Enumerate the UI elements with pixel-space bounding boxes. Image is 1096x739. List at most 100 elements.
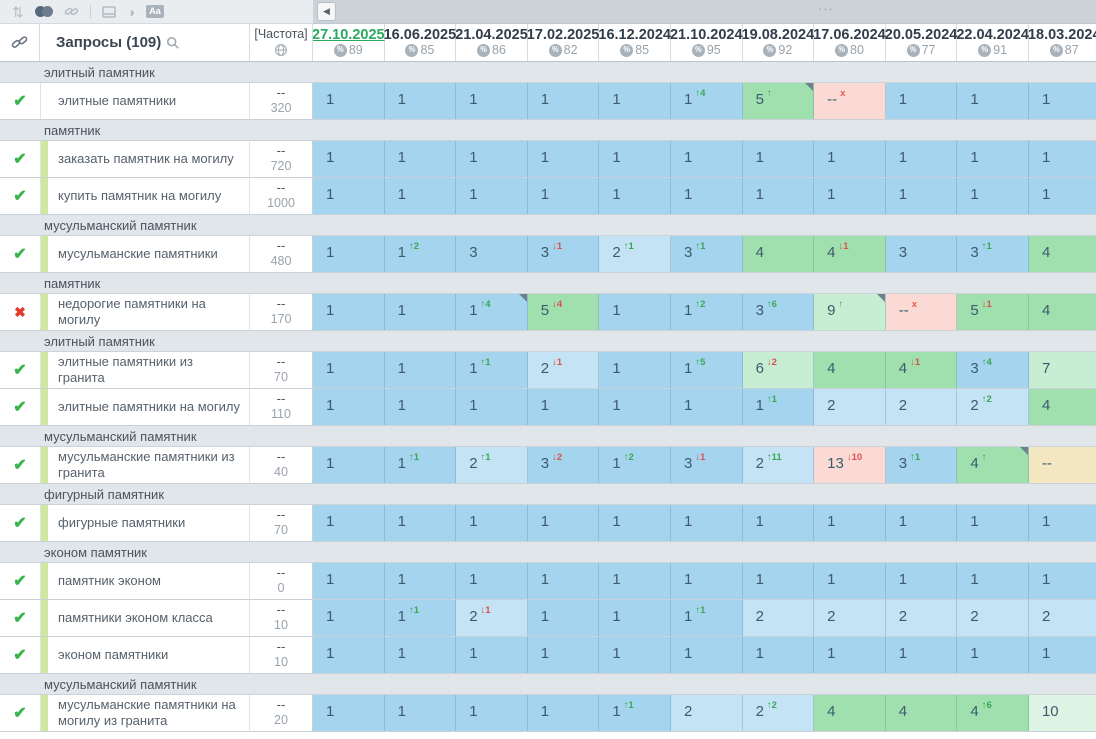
position-cell[interactable]: 10: [1028, 695, 1096, 731]
status-ok-icon[interactable]: ✔: [13, 151, 27, 168]
position-cell[interactable]: 1: [527, 695, 600, 731]
position-cell[interactable]: 2: [1028, 600, 1096, 636]
position-cell[interactable]: 1: [670, 505, 743, 541]
position-cell[interactable]: 5 ↓1: [957, 294, 1029, 330]
position-cell[interactable]: 1: [313, 389, 385, 425]
date-label[interactable]: 17.06.2024: [813, 26, 886, 43]
position-cell[interactable]: 1: [599, 563, 671, 599]
position-cell[interactable]: 5 ↓4: [527, 294, 600, 330]
group-header[interactable]: памятник: [0, 273, 1096, 294]
keyword-text[interactable]: элитные памятники: [58, 92, 177, 108]
sort-icon[interactable]: ⇅: [12, 3, 24, 20]
position-cell[interactable]: 2: [885, 389, 958, 425]
contrast-icon[interactable]: ◑: [126, 3, 136, 20]
position-cell[interactable]: 1: [384, 294, 457, 330]
position-cell[interactable]: 1 ↑1: [384, 447, 457, 483]
date-column-header[interactable]: 16.06.2025% 85: [384, 24, 457, 61]
link-icon[interactable]: [64, 4, 79, 19]
position-cell[interactable]: 1: [957, 141, 1029, 177]
position-cell[interactable]: 1: [885, 637, 958, 673]
position-cell[interactable]: 4: [814, 352, 886, 388]
position-cell[interactable]: 1: [885, 505, 958, 541]
position-cell[interactable]: 1: [670, 141, 743, 177]
status-ok-icon[interactable]: ✔: [13, 399, 27, 416]
keyword-text[interactable]: фигурные памятники: [58, 514, 186, 530]
active-date-link[interactable]: 27.10.2025: [313, 26, 385, 43]
date-column-header[interactable]: 21.10.2024% 95: [670, 24, 743, 61]
font-size-icon[interactable]: Aa: [146, 5, 164, 18]
position-cell[interactable]: 1: [814, 505, 886, 541]
position-cell[interactable]: 1: [527, 83, 600, 119]
position-cell[interactable]: 1: [957, 637, 1029, 673]
position-cell[interactable]: 1: [885, 563, 958, 599]
position-cell[interactable]: 2 ↑2: [957, 389, 1029, 425]
position-cell[interactable]: 1: [957, 505, 1029, 541]
position-cell[interactable]: 1: [313, 505, 385, 541]
position-cell[interactable]: 1: [384, 563, 457, 599]
position-cell[interactable]: 1: [456, 505, 528, 541]
position-cell[interactable]: 1: [670, 178, 743, 214]
position-cell[interactable]: 1: [599, 352, 671, 388]
group-header[interactable]: мусульманский памятник: [0, 674, 1096, 695]
date-label[interactable]: 17.02.2025: [526, 26, 600, 43]
position-cell[interactable]: 2 ↑1: [456, 447, 528, 483]
position-cell[interactable]: 1: [456, 83, 528, 119]
position-cell[interactable]: 1: [456, 178, 528, 214]
position-cell[interactable]: 1: [313, 83, 385, 119]
keyword-text[interactable]: мусульманские памятники из гранита: [58, 448, 235, 480]
date-column-header[interactable]: 22.04.2024% 91: [956, 24, 1029, 61]
date-label[interactable]: 21.04.2025: [455, 26, 528, 43]
dates-scrollbar[interactable]: ◀ ···: [313, 0, 1096, 24]
position-cell[interactable]: 1: [599, 83, 671, 119]
position-cell[interactable]: 2 ↑1: [599, 236, 671, 272]
position-cell[interactable]: 4 ↑6: [957, 695, 1029, 731]
position-cell[interactable]: 3 ↑4: [957, 352, 1029, 388]
position-cell[interactable]: 1: [742, 637, 815, 673]
position-cell[interactable]: 1 ↑4: [670, 83, 743, 119]
position-cell[interactable]: 7: [1028, 352, 1096, 388]
frequency-column-header[interactable]: [Частота]: [250, 24, 313, 61]
group-header[interactable]: элитный памятник: [0, 62, 1096, 83]
position-cell[interactable]: 1: [527, 563, 600, 599]
position-cell[interactable]: 13 ↓10: [814, 447, 886, 483]
position-cell[interactable]: 1 ↑4: [456, 294, 528, 330]
position-cell[interactable]: 1: [1028, 563, 1096, 599]
position-cell[interactable]: 1: [313, 600, 385, 636]
keyword-text[interactable]: мусульманские памятники: [58, 245, 218, 261]
position-cell[interactable]: 1: [957, 563, 1029, 599]
position-cell[interactable]: 1: [527, 389, 600, 425]
group-header[interactable]: элитный памятник: [0, 331, 1096, 352]
position-cell[interactable]: 1: [527, 637, 600, 673]
keyword-text[interactable]: эконом памятники: [58, 646, 169, 662]
status-ok-icon[interactable]: ✔: [13, 647, 27, 664]
position-cell[interactable]: 1: [599, 141, 671, 177]
position-cell[interactable]: 2: [814, 389, 886, 425]
position-cell[interactable]: 2: [670, 695, 743, 731]
toggle-icon[interactable]: [34, 6, 53, 17]
position-cell[interactable]: 1: [527, 178, 600, 214]
keyword-text[interactable]: купить памятник на могилу: [58, 187, 222, 203]
position-cell[interactable]: 4 ↑: [957, 447, 1029, 483]
position-cell[interactable]: 1: [384, 83, 457, 119]
position-cell[interactable]: 1: [742, 141, 815, 177]
position-cell[interactable]: 1: [384, 695, 457, 731]
position-cell[interactable]: 1: [384, 637, 457, 673]
position-cell[interactable]: 1 ↑1: [742, 389, 815, 425]
keyword-text[interactable]: мусульманские памятники на могилу из гра…: [58, 696, 236, 728]
position-cell[interactable]: 3 ↑1: [670, 236, 743, 272]
position-cell[interactable]: 1 ↑2: [384, 236, 457, 272]
position-cell[interactable]: 3 ↑1: [885, 447, 958, 483]
position-cell[interactable]: 1: [384, 389, 457, 425]
position-cell[interactable]: 1: [957, 178, 1029, 214]
position-cell[interactable]: 4: [742, 236, 815, 272]
date-column-header[interactable]: 20.05.2024% 77: [885, 24, 958, 61]
keyword-text[interactable]: недорогие памятники на могилу: [58, 295, 206, 327]
position-cell[interactable]: 1: [527, 141, 600, 177]
position-cell[interactable]: 1: [1028, 505, 1096, 541]
position-cell[interactable]: 4: [1028, 294, 1096, 330]
group-header[interactable]: мусульманский памятник: [0, 426, 1096, 447]
position-cell[interactable]: 1: [957, 83, 1029, 119]
position-cell[interactable]: 1 ↑2: [599, 447, 671, 483]
position-cell[interactable]: 3: [456, 236, 528, 272]
date-column-header[interactable]: 19.08.2024% 92: [742, 24, 815, 61]
